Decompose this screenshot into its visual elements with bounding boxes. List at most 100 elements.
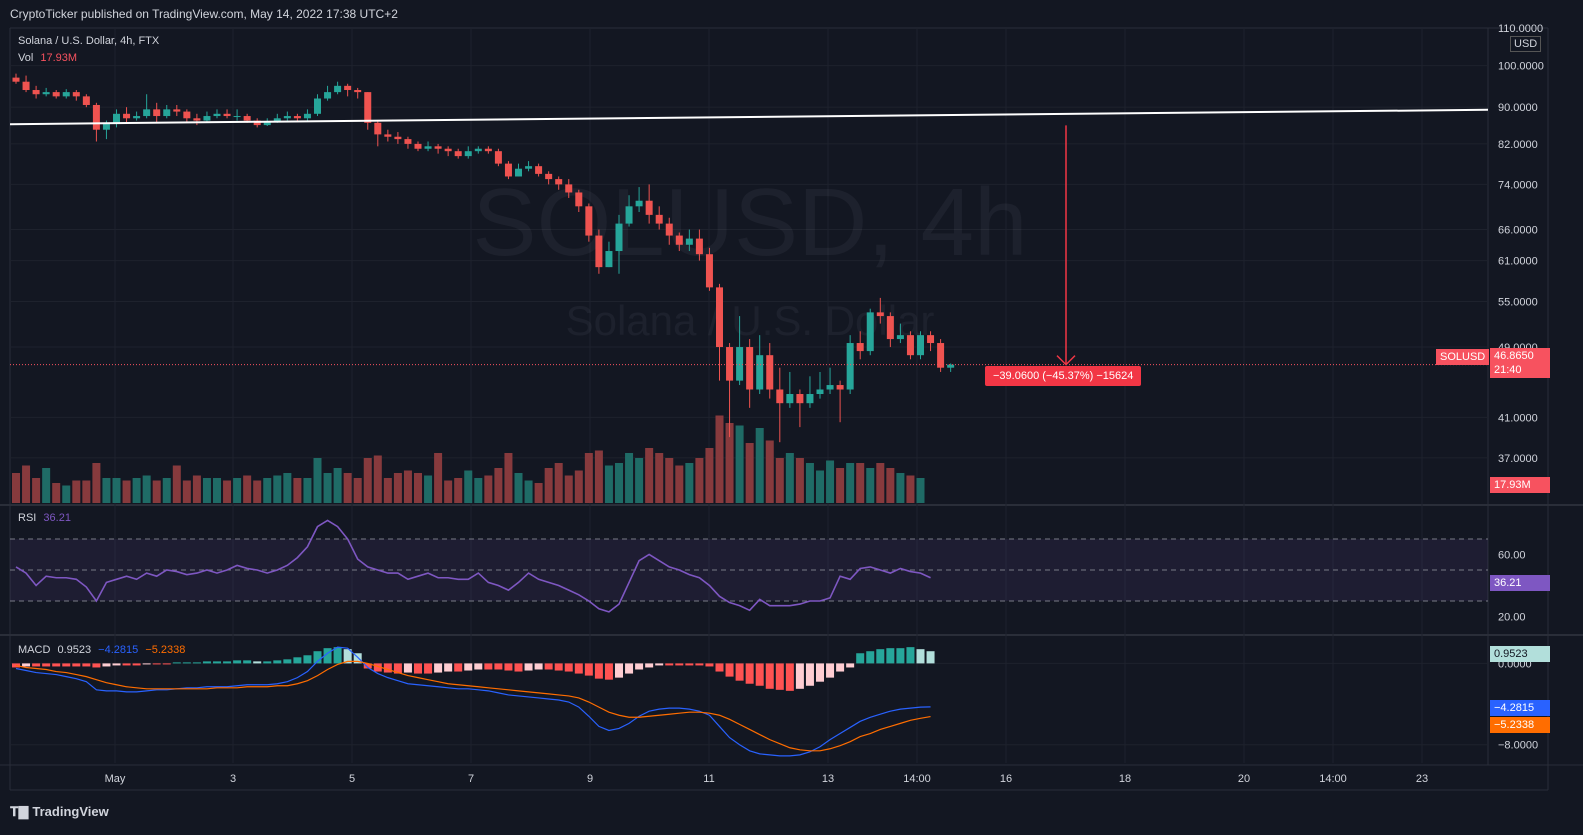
- candle-body: [726, 347, 734, 381]
- time-tick-label: 14:00: [1319, 773, 1347, 785]
- price-tick-label: 37.0000: [1498, 453, 1538, 465]
- volume-bar: [474, 478, 483, 503]
- volume-bar: [625, 453, 634, 503]
- candle-body: [836, 385, 844, 390]
- macd-line-value: −4.2815: [98, 644, 139, 656]
- candle-body: [444, 148, 452, 152]
- volume-legend[interactable]: Vol 17.93M: [18, 52, 77, 64]
- macd-hist-bar: [213, 661, 221, 664]
- macd-hist-bar: [333, 647, 342, 664]
- trendline: [9, 108, 1489, 126]
- countdown-value: 21:40: [1494, 364, 1522, 376]
- macd-hist-bar: [655, 663, 664, 666]
- candle-body: [334, 85, 342, 93]
- volume-bar: [564, 475, 573, 503]
- volume-bar: [112, 478, 121, 503]
- volume-bar: [82, 480, 91, 503]
- price-tick-label: 100.0000: [1498, 61, 1544, 73]
- time-tick-label: 7: [468, 773, 474, 785]
- symbol-legend[interactable]: Solana / U.S. Dollar, 4h, FTX: [18, 35, 159, 47]
- candle-body: [454, 151, 462, 157]
- candle-body: [263, 121, 271, 126]
- candle-body: [293, 116, 301, 119]
- candle-body: [816, 389, 824, 395]
- macd-hist-bar: [805, 663, 814, 686]
- vol-label: Vol: [18, 52, 34, 64]
- candles: [12, 73, 955, 443]
- volume-bar: [765, 440, 774, 503]
- macd-hist-bar: [283, 659, 292, 664]
- volume-bar: [675, 465, 684, 503]
- macd-hist-bar: [826, 663, 835, 678]
- macd-hist-bar: [625, 663, 634, 674]
- macd-hist-bar: [765, 663, 774, 689]
- candle-body: [705, 254, 713, 288]
- price-tick-label: 61.0000: [1498, 256, 1538, 268]
- price-tick-label: 74.0000: [1498, 179, 1538, 191]
- macd-hist-bar: [866, 651, 875, 664]
- candle-body: [585, 206, 593, 236]
- volume-bar: [223, 480, 232, 503]
- time-tick-label: 13: [822, 773, 834, 785]
- macd-hist-bar: [755, 663, 764, 686]
- macd-legend[interactable]: MACD 0.9523 −4.2815 −5.2338: [18, 644, 185, 656]
- tradingview-logo[interactable]: 𝐓▇ TradingView: [10, 804, 109, 820]
- macd-hist-bar: [172, 662, 181, 664]
- price-tick-label: 90.0000: [1498, 102, 1538, 114]
- macd-hist-bar: [414, 663, 422, 674]
- macd-hist-bar: [856, 653, 865, 664]
- macd-hist-bar: [303, 655, 312, 664]
- volume-bar: [886, 468, 895, 503]
- time-tick-label: May: [105, 773, 126, 785]
- volume-bar: [424, 475, 433, 503]
- rsi-tick-label: 60.00: [1498, 550, 1526, 562]
- candle-body: [273, 118, 281, 122]
- macd-hist-bar: [454, 663, 463, 672]
- candle-body: [213, 113, 221, 117]
- volume-bar: [363, 458, 372, 503]
- volume-bar: [544, 468, 553, 503]
- rsi-legend[interactable]: RSI 36.21: [18, 512, 71, 524]
- volume-bar: [233, 478, 242, 503]
- macd-group: [12, 646, 935, 757]
- volume-bar: [323, 473, 332, 503]
- volume-bar: [102, 478, 111, 503]
- candle-body: [555, 179, 563, 185]
- candle-body: [243, 116, 251, 121]
- macd-hist-bar: [544, 663, 553, 670]
- volume-bar: [805, 463, 814, 503]
- macd-hist-bar: [363, 663, 372, 669]
- volume-bar: [403, 470, 412, 503]
- candle-body: [494, 151, 502, 164]
- candle-body: [193, 118, 201, 121]
- candle-body: [716, 287, 723, 348]
- watermark: SOLUSD, 4h Solana / U.S. Dollar: [473, 169, 1028, 344]
- candle-body: [575, 192, 583, 207]
- candle-body: [746, 347, 754, 390]
- candle-body: [52, 92, 60, 97]
- last-price-symbol-tag: SOLUSD: [1436, 349, 1490, 365]
- rsi-label: RSI: [18, 512, 37, 524]
- candle-body: [303, 113, 311, 119]
- macd-hist-bar: [42, 663, 51, 667]
- macd-hist-bar: [926, 651, 935, 664]
- macd-label: MACD: [18, 644, 51, 656]
- macd-hist-bar: [494, 663, 503, 670]
- time-tick-label: 5: [349, 773, 355, 785]
- volume-bar: [896, 473, 905, 503]
- candle-body: [42, 92, 50, 95]
- candle-body: [32, 90, 40, 95]
- candle-body: [605, 251, 613, 268]
- candle-body: [283, 116, 291, 119]
- measure-label[interactable]: −39.0600 (−45.37%) −15624: [985, 366, 1142, 386]
- macd-hist-bar: [846, 663, 855, 668]
- macd-hist-bar: [132, 663, 141, 666]
- candle-body: [133, 116, 141, 119]
- macd-hist-bar: [152, 663, 161, 665]
- volume-bar: [554, 463, 563, 503]
- time-tick-label: 16: [1000, 773, 1012, 785]
- volume-bar: [594, 450, 603, 503]
- macd-hist-bar: [273, 660, 282, 664]
- candle-body: [896, 335, 904, 340]
